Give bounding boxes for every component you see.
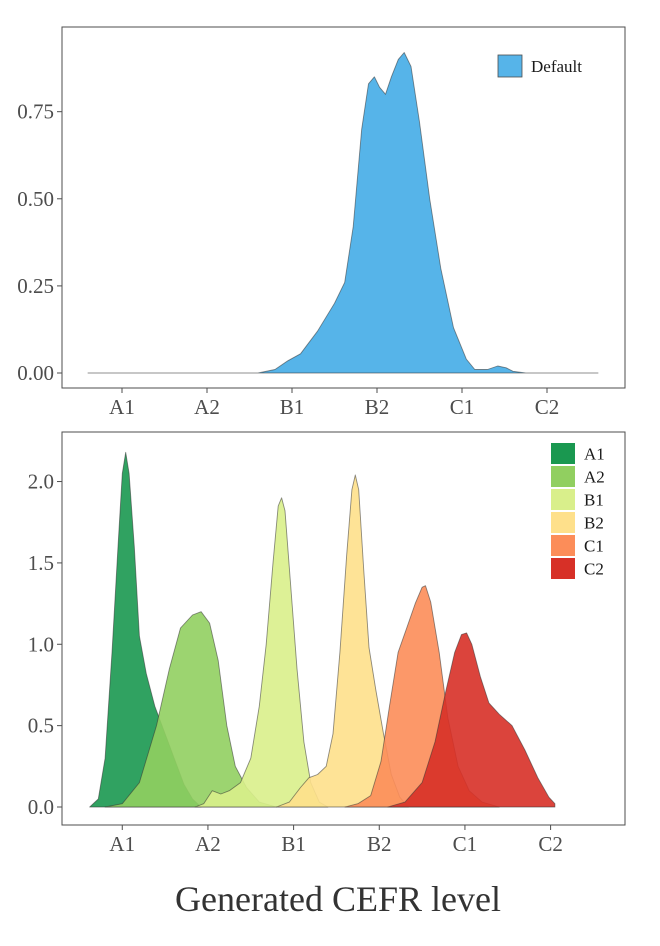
legend-swatch-c2 [551,558,575,579]
x-tick-label-b1: B1 [281,832,306,856]
legend-label-c2: C2 [584,560,604,579]
legend-swatch-c1 [551,535,575,556]
x-tick-label-a1: A1 [109,395,135,419]
legend-label-a1: A1 [584,445,605,464]
legend-swatch-b1 [551,489,575,510]
legend-label-b1: B1 [584,491,604,510]
x-axis-title: Generated CEFR level [175,879,501,919]
density-area-c2 [387,632,556,808]
x-tick-label-b2: B2 [367,832,392,856]
x-tick-label-c1: C1 [450,395,475,419]
y-tick-label: 0.50 [17,187,54,211]
density-area-b1 [194,497,329,808]
y-tick-label: 0.00 [17,361,54,385]
panel-border [61,431,626,826]
legend-swatch-a1 [551,443,575,464]
panel-border [61,26,626,389]
legend-label-c1: C1 [584,537,604,556]
x-tick-label-a1: A1 [109,832,135,856]
x-tick-label-a2: A2 [194,395,220,419]
x-tick-label-b1: B1 [280,395,305,419]
x-tick-label-b2: B2 [365,395,390,419]
legend-label-b2: B2 [584,514,604,533]
x-tick-label-a2: A2 [195,832,221,856]
legend: Default [497,54,582,78]
y-tick-label: 0.5 [28,714,54,738]
legend-swatch-b2 [551,512,575,533]
y-tick-label: 1.5 [28,551,54,575]
density-panel-default: 0.00 0.25 0.50 0.75 A1 A2 B1 B2 C1 C2 Default [17,26,626,419]
legend-swatch-a2 [551,466,575,487]
y-tick-label: 0.0 [28,795,54,819]
legend-swatch-default [497,54,523,78]
legend-label-a2: A2 [584,468,605,487]
legend-label-default: Default [531,57,582,76]
y-tick-label: 0.25 [17,274,54,298]
y-tick-label: 2.0 [28,470,54,494]
y-tick-label: 0.75 [17,100,54,124]
x-tick-label-c1: C1 [453,832,478,856]
y-tick-label: 1.0 [28,632,54,656]
legend: A1 A2 B1 B2 C1 C2 [551,443,605,579]
x-tick-label-c2: C2 [538,832,563,856]
x-tick-label-c2: C2 [535,395,560,419]
density-area-default [87,52,599,374]
density-panel-by-level: 0.0 0.5 1.0 1.5 2.0 A1 A2 B1 B2 C1 C2 A1 A2 B1 B2 C1 C2 [28,431,626,856]
